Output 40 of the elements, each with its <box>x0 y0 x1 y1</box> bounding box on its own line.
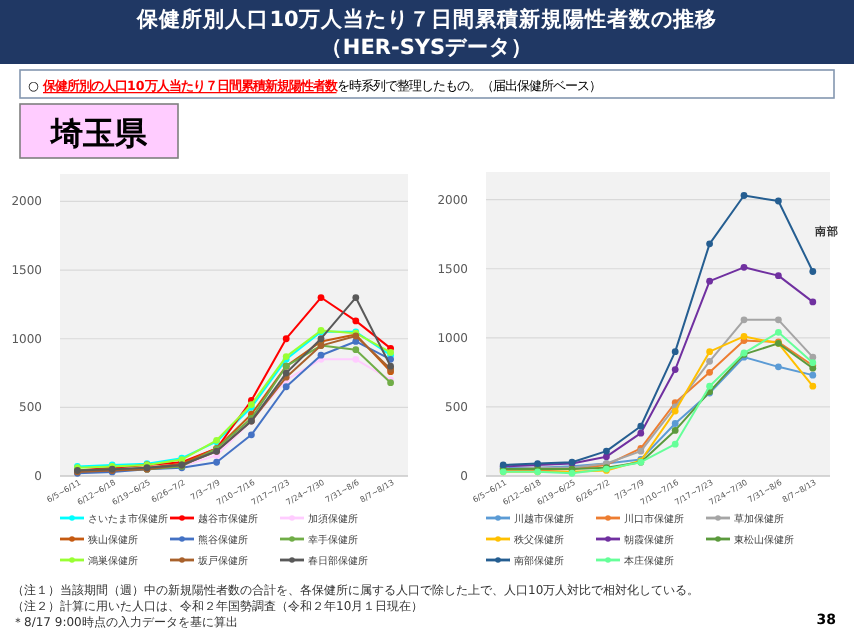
point <box>671 427 679 434</box>
point <box>809 371 817 379</box>
point <box>706 368 713 376</box>
point <box>809 298 817 306</box>
point <box>637 429 645 437</box>
point <box>603 453 610 461</box>
point <box>352 317 360 325</box>
point <box>809 382 817 390</box>
point <box>775 363 782 371</box>
text: 保健所別人口10万人当たり７日間累積新規陽性者数の推移 <box>135 6 717 32</box>
point <box>317 294 325 301</box>
point <box>775 328 782 336</box>
point <box>706 382 713 390</box>
point <box>740 316 748 324</box>
point <box>352 355 360 363</box>
text: 埼玉県 <box>49 114 149 152</box>
point <box>213 458 220 466</box>
point <box>740 192 748 199</box>
point <box>706 348 713 356</box>
point <box>671 440 679 448</box>
text: （HER-SYSデータ） <box>320 36 534 60</box>
point <box>775 197 782 205</box>
point <box>282 335 290 343</box>
point <box>809 268 817 275</box>
point <box>706 277 713 285</box>
point <box>740 263 748 271</box>
point <box>775 316 782 324</box>
point <box>603 447 610 455</box>
point <box>352 346 360 354</box>
point <box>671 366 679 373</box>
point <box>352 338 360 345</box>
point <box>248 431 255 439</box>
point <box>282 383 290 391</box>
point <box>706 240 713 248</box>
point <box>775 272 782 280</box>
point <box>671 420 679 427</box>
point <box>706 357 713 365</box>
point <box>352 294 360 301</box>
point <box>671 348 679 356</box>
point <box>637 422 645 430</box>
